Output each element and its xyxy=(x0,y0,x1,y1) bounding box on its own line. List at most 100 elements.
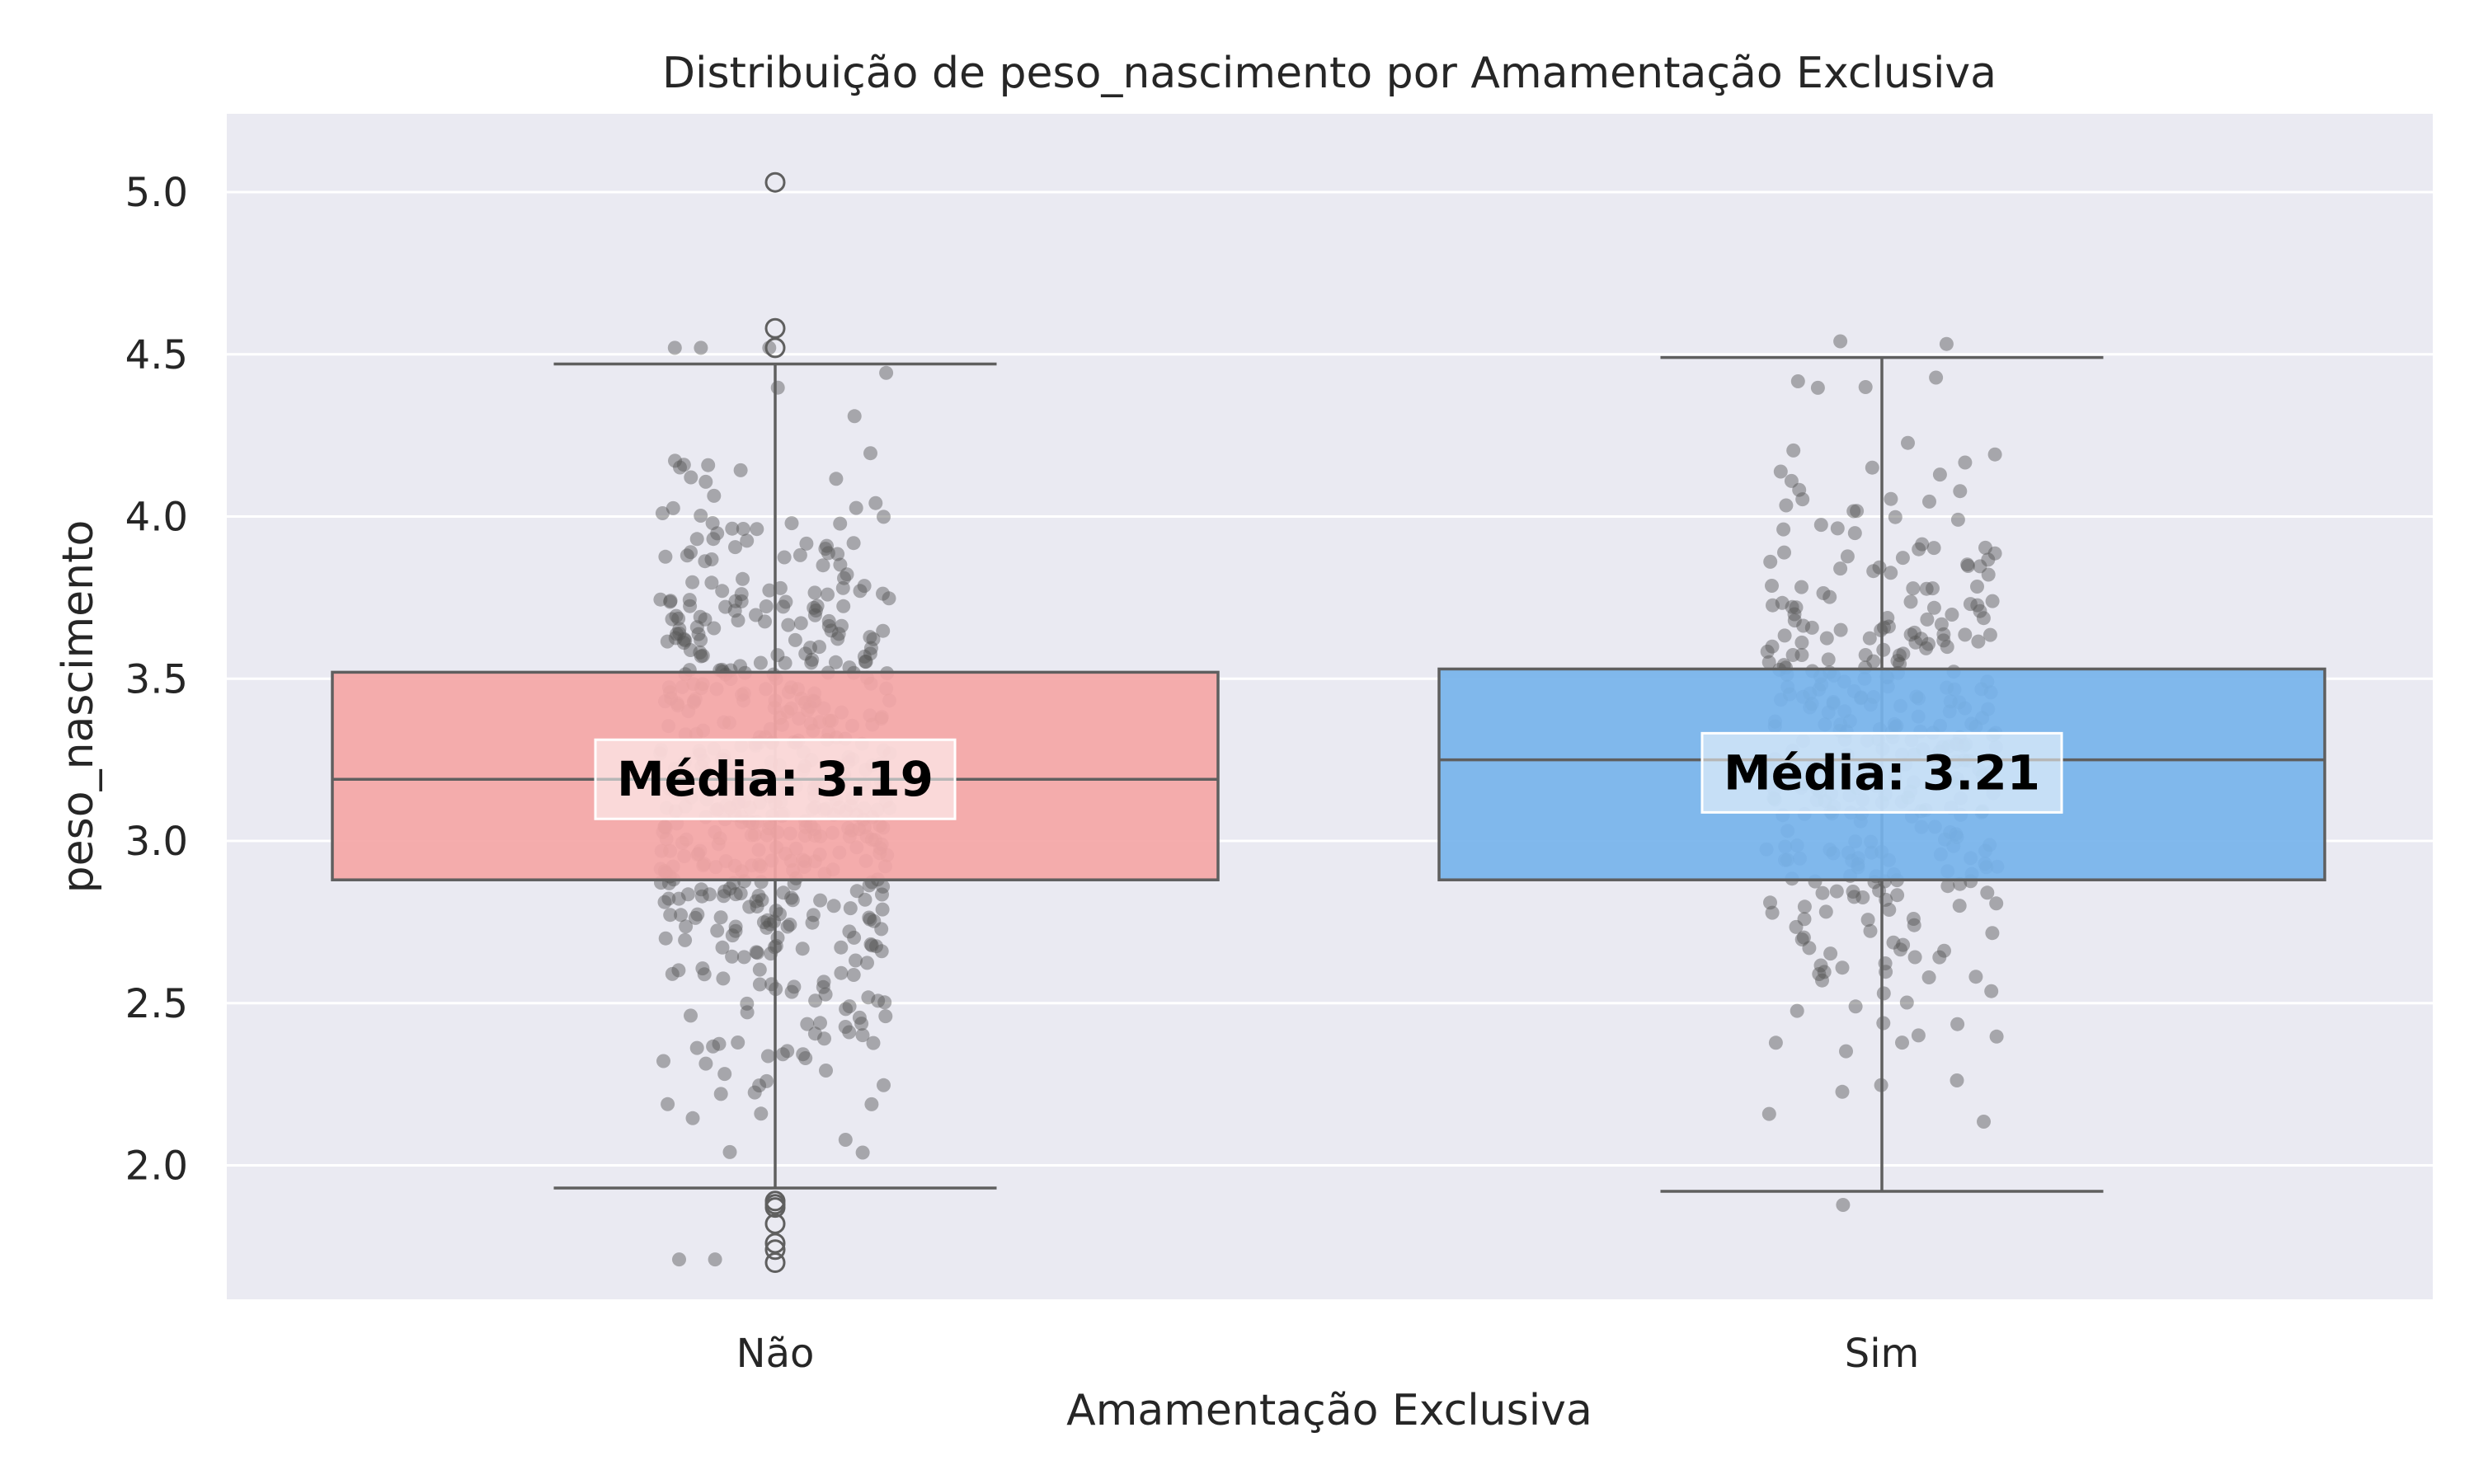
jitter-point xyxy=(1973,559,1987,574)
jitter-point xyxy=(1950,512,1965,527)
jitter-point xyxy=(1812,967,1827,981)
jitter-point xyxy=(706,1039,721,1054)
jitter-point xyxy=(858,655,873,669)
jitter-point xyxy=(1789,600,1804,615)
jitter-point xyxy=(778,655,793,670)
jitter-point xyxy=(833,516,848,531)
jitter-point xyxy=(666,500,680,515)
jitter-point xyxy=(1797,912,1812,927)
jitter-point xyxy=(717,884,732,899)
jitter-point xyxy=(877,1078,891,1092)
jitter-point xyxy=(747,1085,762,1100)
jitter-point xyxy=(857,649,872,664)
y-tick-labels: 2.0 2.5 3.0 3.5 4.0 4.5 5.0 xyxy=(125,170,188,1190)
jitter-point xyxy=(742,899,757,914)
jitter-point xyxy=(1835,960,1850,975)
jitter-point xyxy=(1980,885,1995,900)
jitter-point xyxy=(756,915,771,930)
jitter-point xyxy=(1989,1029,2004,1044)
jitter-point xyxy=(785,893,800,908)
jitter-point xyxy=(690,907,705,922)
x-tick-labels: Não Sim xyxy=(736,1331,1920,1377)
y-tick-label: 3.0 xyxy=(125,819,188,865)
jitter-point xyxy=(731,613,745,627)
jitter-point xyxy=(717,889,731,904)
jitter-point xyxy=(770,648,785,663)
jitter-point xyxy=(838,1020,853,1034)
jitter-point xyxy=(807,608,822,622)
jitter-point xyxy=(830,547,845,561)
jitter-point xyxy=(1958,455,1973,470)
y-tick-label: 2.0 xyxy=(125,1144,188,1190)
jitter-point xyxy=(798,646,813,661)
jitter-point xyxy=(784,890,799,905)
jitter-point xyxy=(1839,1044,1853,1059)
jitter-point xyxy=(1856,890,1870,904)
jitter-point xyxy=(816,974,831,989)
jitter-point xyxy=(1810,380,1825,395)
jitter-point xyxy=(1848,999,1863,1014)
jitter-point xyxy=(1846,885,1860,899)
jitter-point xyxy=(1776,522,1791,537)
jitter-point xyxy=(722,1144,737,1159)
mean-label: Média: 3.19 xyxy=(617,751,934,807)
jitter-point xyxy=(694,340,708,355)
jitter-point xyxy=(763,917,778,932)
jitter-point xyxy=(1821,652,1836,667)
jitter-point xyxy=(1847,526,1862,541)
jitter-point xyxy=(752,977,767,992)
jitter-point xyxy=(875,887,889,902)
jitter-point xyxy=(722,881,737,896)
jitter-point xyxy=(1876,642,1891,657)
jitter-point xyxy=(863,646,877,661)
jitter-point xyxy=(1787,607,1802,622)
box-group-0: Média: 3.19 xyxy=(331,171,1220,1274)
jitter-point xyxy=(688,910,703,925)
jitter-point xyxy=(770,380,785,395)
jitter-point xyxy=(1882,903,1897,917)
jitter-point xyxy=(736,950,751,965)
jitter-point xyxy=(821,618,836,633)
jitter-point xyxy=(1978,540,1992,555)
jitter-point xyxy=(1896,646,1911,661)
jitter-point xyxy=(663,908,678,923)
jitter-point xyxy=(707,488,722,503)
jitter-point xyxy=(820,538,834,553)
jitter-point xyxy=(656,1054,670,1068)
jitter-point xyxy=(703,887,717,902)
jitter-point xyxy=(854,1017,869,1031)
jitter-point xyxy=(1794,580,1808,594)
jitter-point xyxy=(653,592,668,607)
jitter-point xyxy=(842,924,857,939)
jitter-point xyxy=(853,584,868,599)
jitter-point xyxy=(725,949,740,964)
jitter-point xyxy=(676,458,691,472)
jitter-point xyxy=(813,893,828,908)
jitter-point xyxy=(793,547,807,562)
jitter-point xyxy=(1977,1115,1991,1129)
jitter-point xyxy=(1804,620,1819,635)
jitter-point xyxy=(1766,598,1780,613)
jitter-point xyxy=(835,580,850,595)
jitter-point xyxy=(663,594,678,608)
jitter-point xyxy=(833,557,848,572)
jitter-point xyxy=(778,594,793,609)
jitter-point xyxy=(1970,580,1984,594)
jitter-point xyxy=(879,365,894,380)
jitter-point xyxy=(1813,518,1828,533)
jitter-point xyxy=(874,922,889,937)
jitter-point xyxy=(867,913,882,928)
jitter-point xyxy=(863,937,878,951)
jitter-point xyxy=(776,885,791,900)
jitter-point xyxy=(697,967,712,982)
jitter-point xyxy=(849,884,864,899)
jitter-point xyxy=(689,1040,704,1055)
jitter-point xyxy=(693,645,708,660)
jitter-point xyxy=(787,979,802,994)
jitter-point xyxy=(1919,581,1934,596)
jitter-point xyxy=(1786,443,1801,458)
jitter-point xyxy=(750,946,764,960)
jitter-point xyxy=(658,931,673,946)
jitter-point xyxy=(1984,984,1999,998)
jitter-point xyxy=(876,623,891,638)
